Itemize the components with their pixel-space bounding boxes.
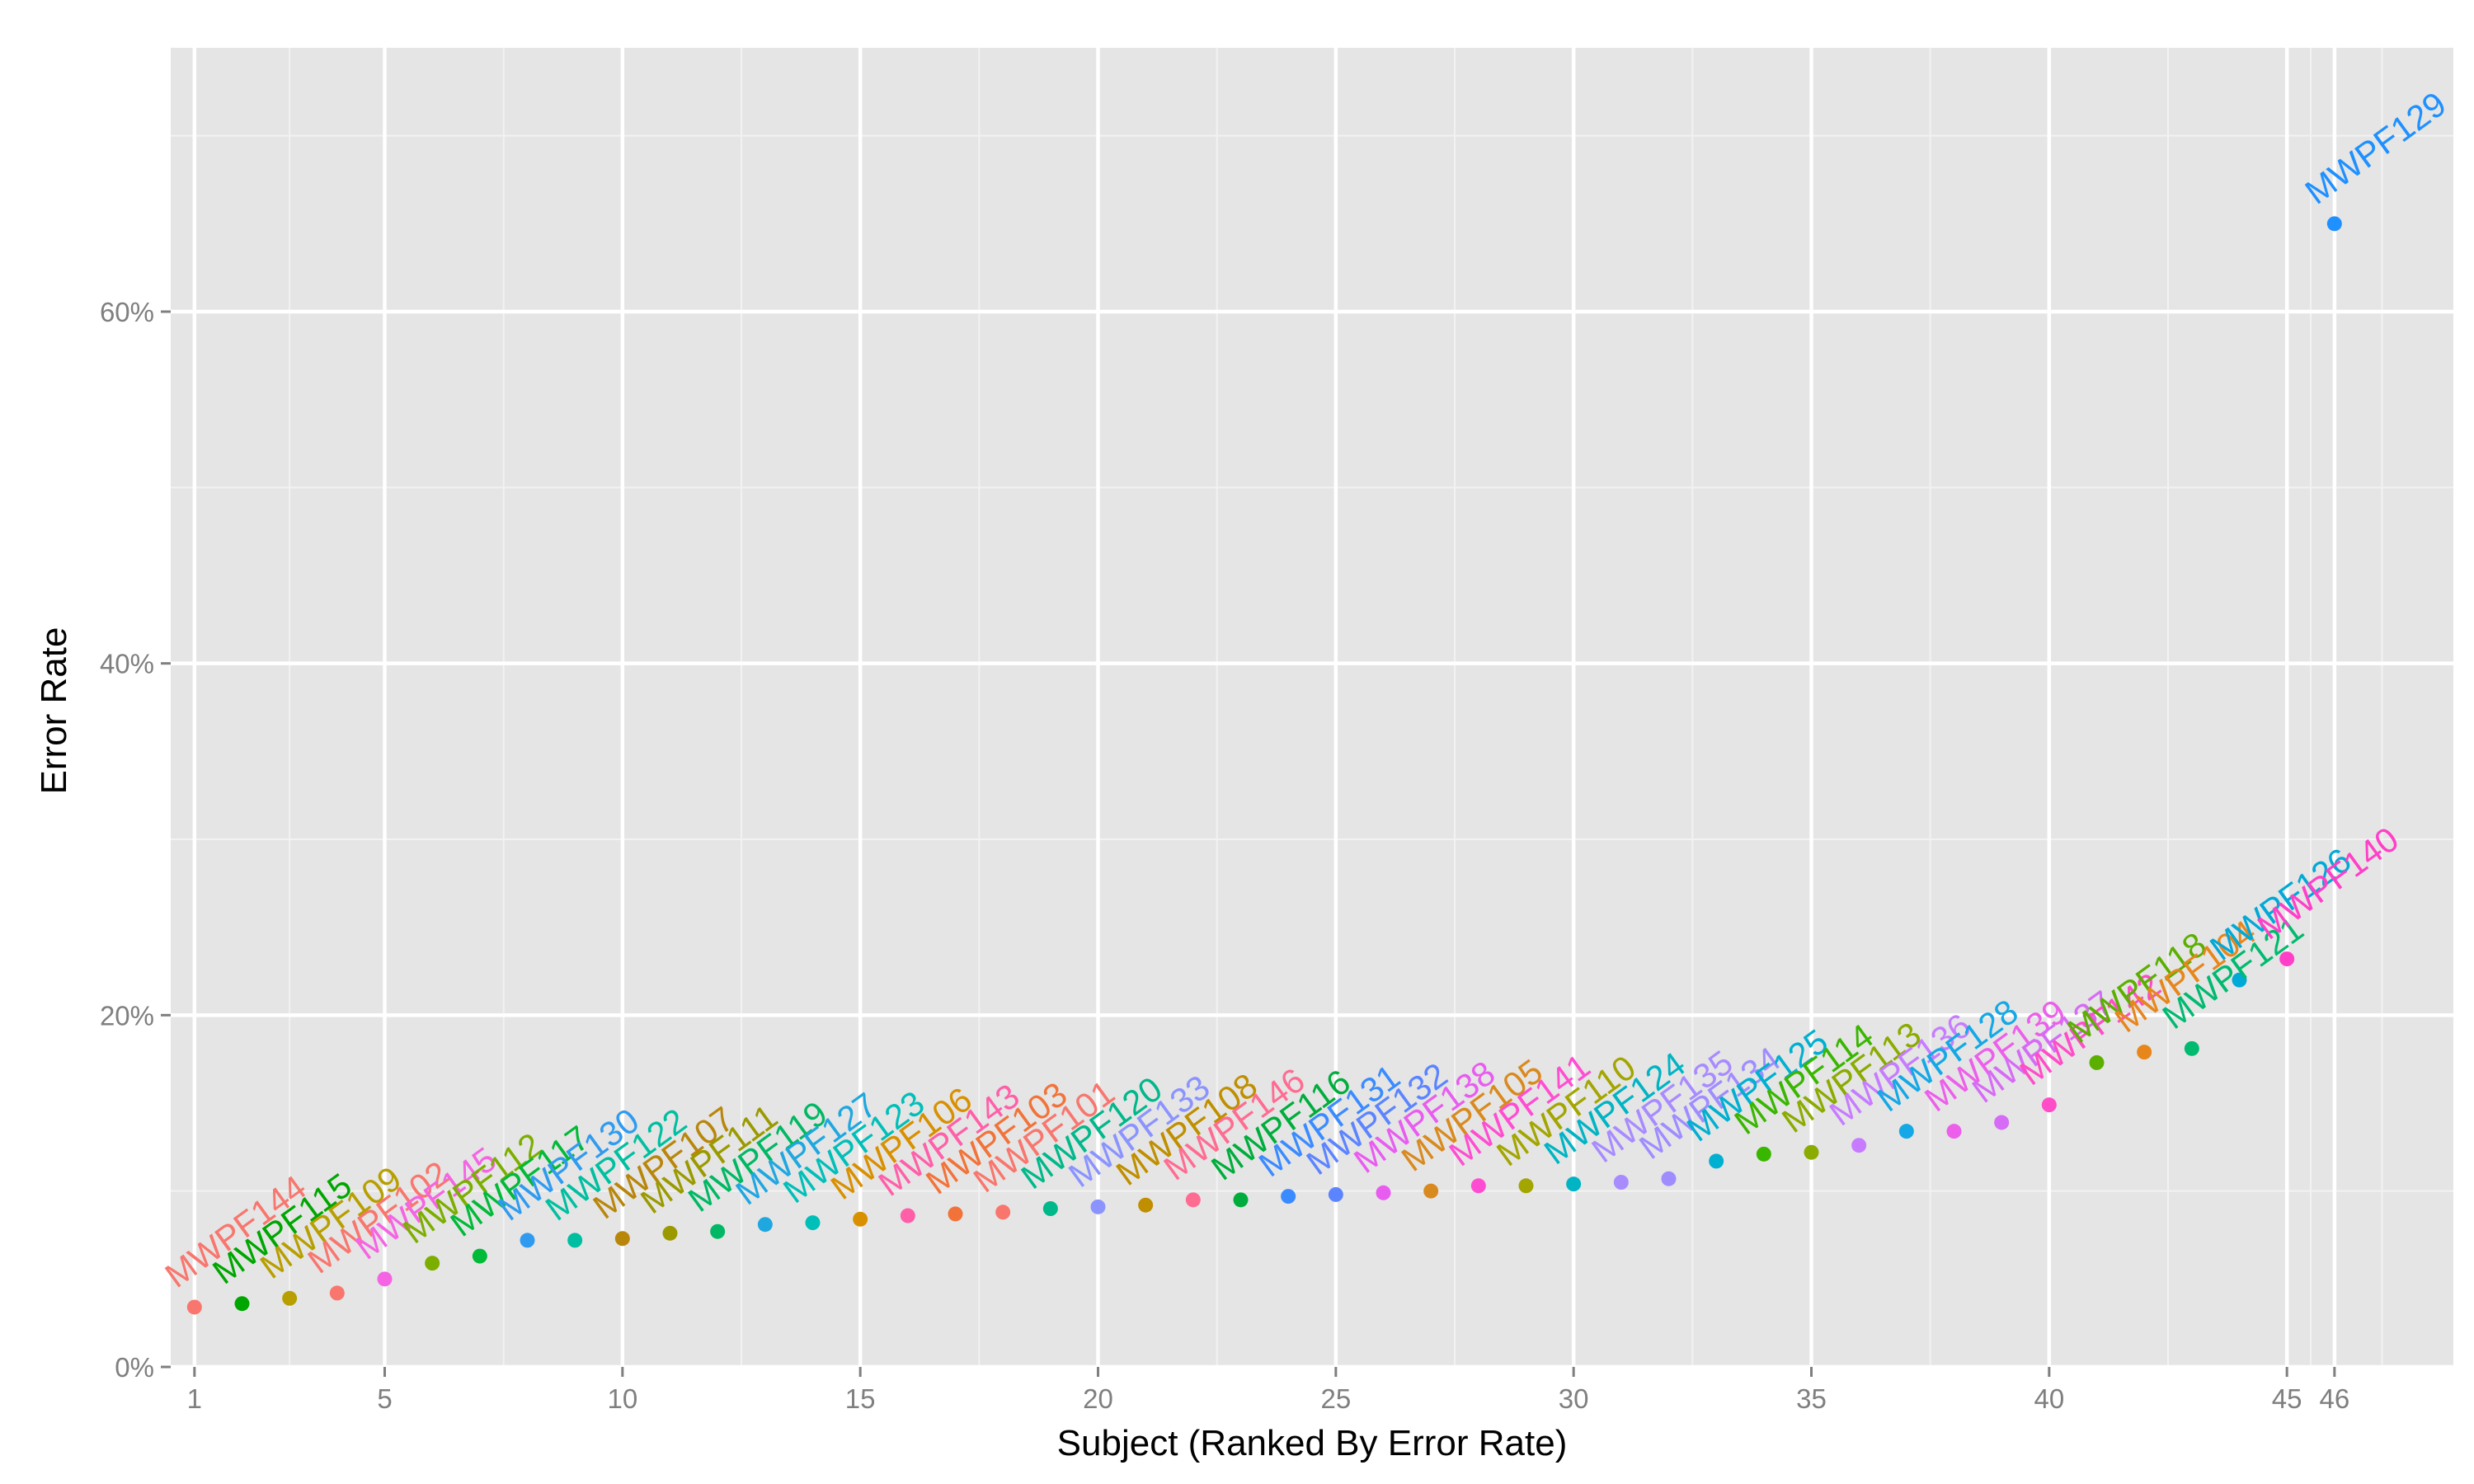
- data-point: [1898, 1124, 1914, 1139]
- data-point: [567, 1233, 583, 1248]
- data-point: [900, 1208, 915, 1223]
- y-tick-label: 40%: [100, 649, 154, 679]
- x-tick-label: 30: [1559, 1383, 1589, 1414]
- data-point: [234, 1296, 250, 1312]
- x-tick-label: 25: [1320, 1383, 1351, 1414]
- data-point: [1804, 1144, 1819, 1160]
- data-point: [1661, 1171, 1677, 1186]
- data-point: [186, 1299, 202, 1315]
- x-tick-label: 45: [2272, 1383, 2302, 1414]
- data-point: [614, 1231, 630, 1247]
- data-point: [757, 1217, 773, 1233]
- y-tick-label: 20%: [100, 1000, 154, 1031]
- data-point: [1709, 1153, 1724, 1169]
- y-tick-label: 0%: [115, 1352, 154, 1383]
- data-point: [2326, 216, 2342, 232]
- x-axis: 1 5 10 15 20 25 30 35 40 45 46: [187, 1367, 2349, 1414]
- data-point: [853, 1211, 868, 1227]
- data-point: [1090, 1199, 1106, 1214]
- x-tick-label: 20: [1083, 1383, 1113, 1414]
- x-axis-title: Subject (Ranked By Error Rate): [1057, 1423, 1568, 1463]
- data-point: [1138, 1197, 1154, 1213]
- x-tick-label: 40: [2034, 1383, 2064, 1414]
- x-tick-label: 15: [845, 1383, 876, 1414]
- data-point: [329, 1285, 345, 1301]
- data-point: [1423, 1183, 1439, 1199]
- data-point: [472, 1248, 487, 1264]
- data-point: [662, 1225, 678, 1241]
- data-point: [1470, 1178, 1486, 1194]
- x-tick-label: 10: [607, 1383, 637, 1414]
- x-tick-label: 5: [377, 1383, 392, 1414]
- data-point: [1328, 1186, 1343, 1202]
- data-point: [2232, 972, 2247, 988]
- y-axis: 0% 20% 40% 60%: [100, 297, 171, 1383]
- data-point: [805, 1215, 821, 1231]
- x-tick-label: 46: [2319, 1383, 2349, 1414]
- data-point: [520, 1233, 535, 1248]
- data-point: [2184, 1040, 2199, 1056]
- data-point: [425, 1256, 440, 1271]
- data-point: [995, 1205, 1011, 1220]
- data-point: [1613, 1175, 1629, 1190]
- data-point: [948, 1206, 963, 1222]
- data-point: [2089, 1054, 2105, 1070]
- data-point: [1042, 1201, 1058, 1216]
- data-points: [186, 216, 2342, 1315]
- data-point: [1518, 1178, 1534, 1194]
- data-point: [2137, 1045, 2152, 1060]
- panel-background: [171, 48, 2453, 1367]
- data-point: [710, 1223, 726, 1239]
- data-point: [1994, 1115, 2010, 1130]
- y-axis-title: Error Rate: [34, 627, 74, 795]
- major-grid: [171, 48, 2453, 1369]
- data-point: [1946, 1124, 1962, 1139]
- x-tick-label: 1: [187, 1383, 202, 1414]
- data-point: [1376, 1185, 1391, 1200]
- y-tick-label: 60%: [100, 297, 154, 327]
- data-point: [1233, 1192, 1249, 1208]
- data-point: [2041, 1097, 2057, 1113]
- data-point: [1566, 1176, 1582, 1192]
- x-tick-label: 35: [1796, 1383, 1827, 1414]
- data-point: [1851, 1138, 1867, 1153]
- data-point: [1281, 1189, 1296, 1205]
- minor-grid: [171, 48, 2453, 1367]
- data-point: [2279, 951, 2295, 967]
- data-point: [282, 1290, 298, 1306]
- data-point: [377, 1271, 393, 1287]
- data-point: [1185, 1192, 1201, 1208]
- data-point: [1756, 1146, 1771, 1162]
